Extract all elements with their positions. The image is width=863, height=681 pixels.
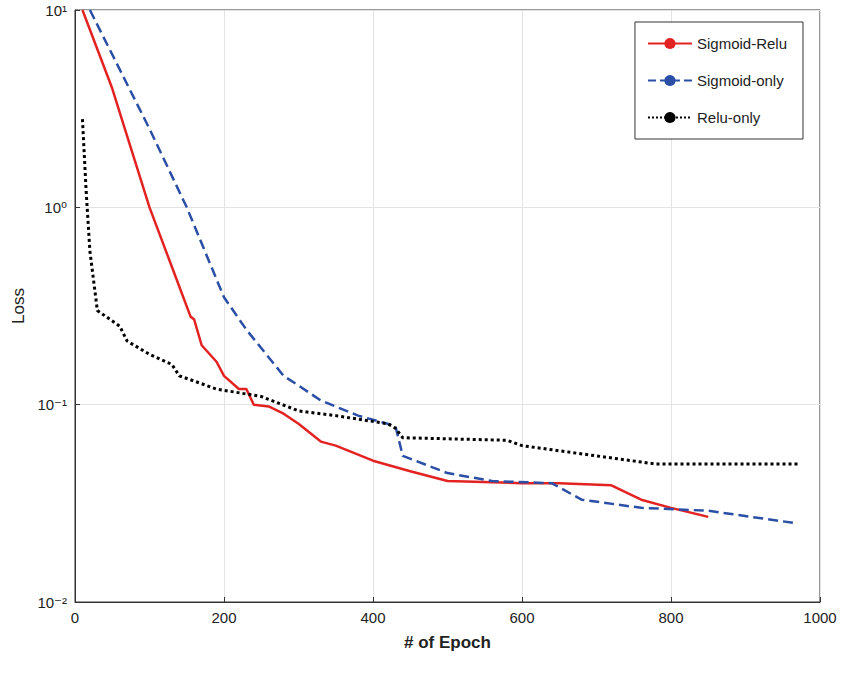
svg-text:0: 0 <box>71 609 79 626</box>
svg-text:200: 200 <box>211 609 236 626</box>
svg-text:800: 800 <box>658 609 683 626</box>
svg-text:10⁻²: 10⁻² <box>37 594 67 611</box>
svg-text:10¹: 10¹ <box>45 2 67 19</box>
svg-text:# of Epoch: # of Epoch <box>404 633 491 652</box>
svg-text:Relu-only: Relu-only <box>697 109 761 126</box>
svg-text:1000: 1000 <box>803 609 836 626</box>
svg-text:Loss: Loss <box>9 288 28 324</box>
svg-text:400: 400 <box>360 609 385 626</box>
svg-text:10⁰: 10⁰ <box>44 199 67 216</box>
svg-text:600: 600 <box>509 609 534 626</box>
svg-text:Sigmoid-only: Sigmoid-only <box>697 72 784 89</box>
svg-text:Sigmoid-Relu: Sigmoid-Relu <box>697 35 787 52</box>
svg-text:10⁻¹: 10⁻¹ <box>37 396 67 413</box>
